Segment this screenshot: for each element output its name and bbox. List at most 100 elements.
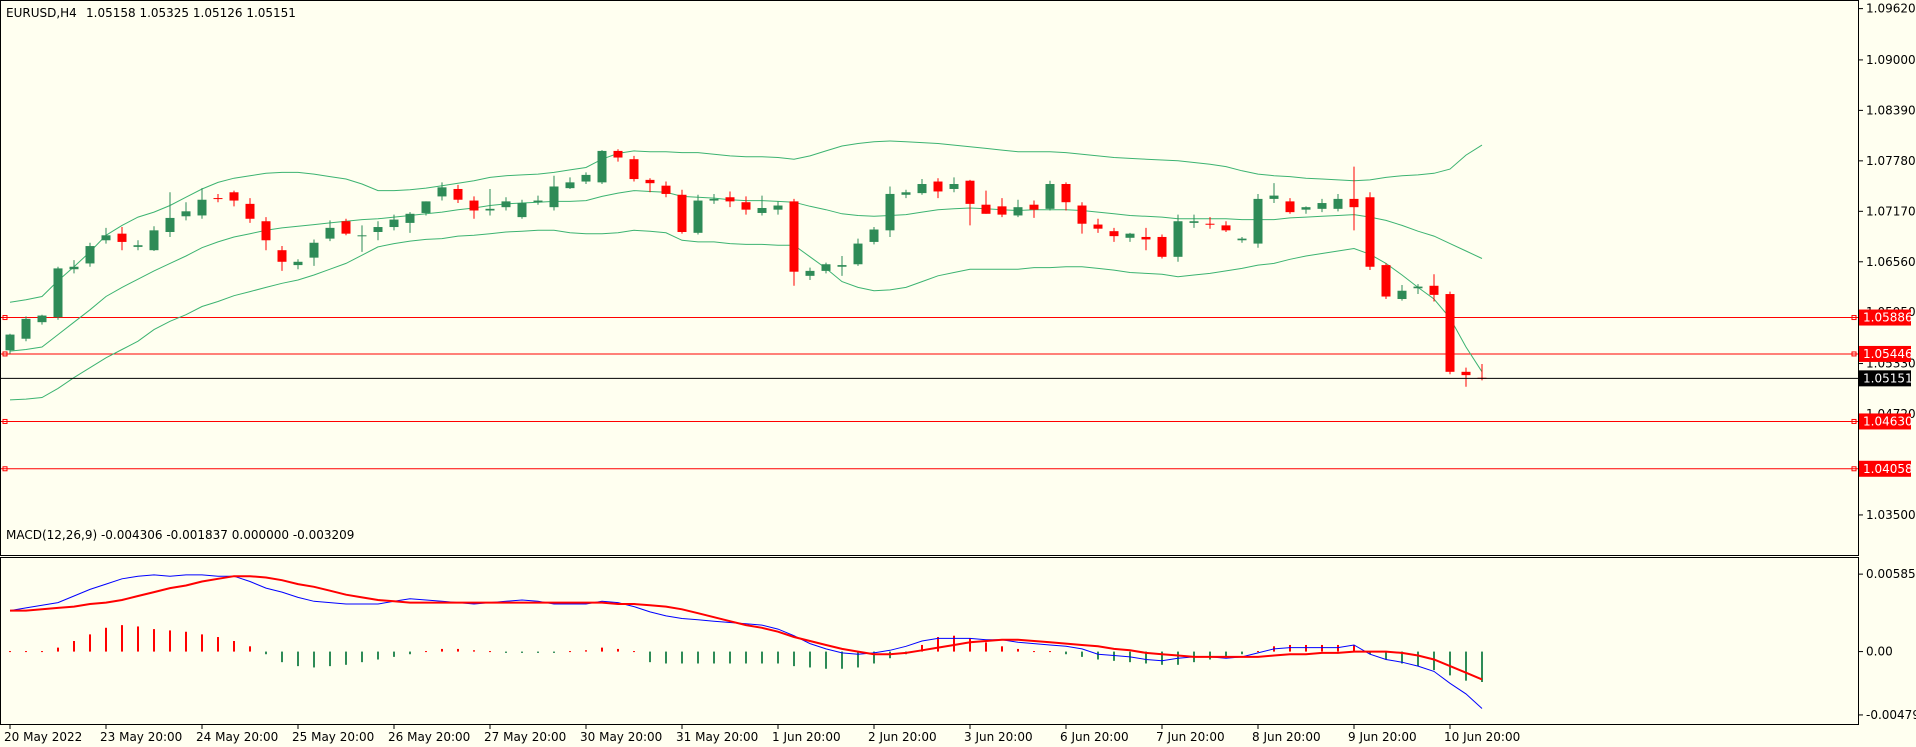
candle[interactable] [1317,198,1327,213]
candle[interactable] [245,198,255,223]
candle[interactable] [565,177,575,189]
candle[interactable] [453,184,463,204]
candle[interactable] [949,177,959,193]
candle[interactable] [1365,192,1375,271]
candle[interactable] [821,262,831,274]
candle[interactable] [293,259,303,270]
price-level-handle-left[interactable] [2,315,8,321]
candle[interactable] [1269,183,1279,204]
candle[interactable] [677,189,687,234]
price-level-handle-right[interactable] [1851,351,1857,357]
candle[interactable] [805,267,815,280]
candle[interactable] [197,188,207,219]
candle[interactable] [53,266,63,320]
candle[interactable] [1093,218,1103,233]
candle[interactable] [1173,214,1183,262]
candle[interactable] [213,193,223,203]
candle[interactable] [357,225,367,252]
candle[interactable] [21,316,31,342]
candle[interactable] [1253,193,1263,248]
price-level-handle-right[interactable] [1851,315,1857,321]
candle[interactable] [981,190,991,214]
candle[interactable] [421,201,431,216]
price-level-handle-left[interactable] [2,466,8,472]
candle[interactable] [1397,284,1407,301]
candle[interactable] [37,314,47,325]
candle[interactable] [789,198,799,286]
candle[interactable] [485,188,495,216]
candle[interactable] [261,217,271,251]
macd-pane[interactable] [9,574,1483,709]
price-level-handle-right[interactable] [1851,466,1857,472]
candle[interactable] [1301,206,1311,214]
candle[interactable] [501,197,511,211]
candle[interactable] [1333,193,1343,212]
candle[interactable] [69,260,79,274]
candle[interactable] [661,181,671,198]
candle[interactable] [1349,166,1359,231]
candle[interactable] [469,196,479,219]
candle[interactable] [757,195,767,216]
candle[interactable] [1429,274,1439,302]
candle[interactable] [5,333,15,354]
candle[interactable] [1285,198,1295,214]
candle[interactable] [1413,284,1423,295]
candle[interactable] [309,239,319,266]
candle[interactable] [933,178,943,199]
candle[interactable] [1221,221,1231,232]
candle[interactable] [693,194,703,235]
candle[interactable] [741,196,751,215]
candle[interactable] [181,202,191,221]
candle[interactable] [773,201,783,215]
candle[interactable] [517,199,527,219]
candle[interactable] [1077,202,1087,234]
candle[interactable] [1157,234,1167,259]
candle[interactable] [533,195,543,205]
candle[interactable] [373,221,383,241]
candle[interactable] [165,192,175,237]
candle[interactable] [549,175,559,211]
candle[interactable] [277,246,287,271]
price-level-handle-left[interactable] [2,351,8,357]
candle[interactable] [1461,367,1471,387]
candle[interactable] [437,182,447,201]
candle[interactable] [133,240,143,251]
candle[interactable] [1205,217,1215,229]
price-level-handle-left[interactable] [2,418,8,424]
candle[interactable] [597,150,607,185]
candle[interactable] [1125,232,1135,242]
candle[interactable] [149,226,159,252]
candle[interactable] [101,227,111,244]
candle[interactable] [341,218,351,236]
candle[interactable] [1445,291,1455,375]
candle[interactable] [997,198,1007,218]
candle[interactable] [1013,199,1023,218]
candle[interactable] [613,149,623,162]
price-level-handle-right[interactable] [1851,418,1857,424]
candle[interactable] [869,227,879,245]
candle[interactable] [837,255,847,276]
candle[interactable] [645,178,655,193]
candle[interactable] [117,227,127,251]
candle[interactable] [85,242,95,267]
candle[interactable] [1189,214,1199,228]
candle[interactable] [1237,236,1247,243]
candle[interactable] [1061,182,1071,211]
candle[interactable] [853,238,863,266]
candle[interactable] [1029,200,1039,218]
candle[interactable] [229,190,239,207]
candle[interactable] [965,179,975,226]
candle[interactable] [1381,263,1391,300]
candle[interactable] [709,193,719,204]
candle[interactable] [629,155,639,182]
candle[interactable] [325,220,335,242]
candle[interactable] [1045,180,1055,211]
candle[interactable] [389,214,399,231]
candle[interactable] [901,189,911,199]
candle[interactable] [405,212,415,233]
candle[interactable] [917,179,927,195]
candle[interactable] [725,191,735,208]
candle[interactable] [581,172,591,185]
candle[interactable] [885,186,895,237]
